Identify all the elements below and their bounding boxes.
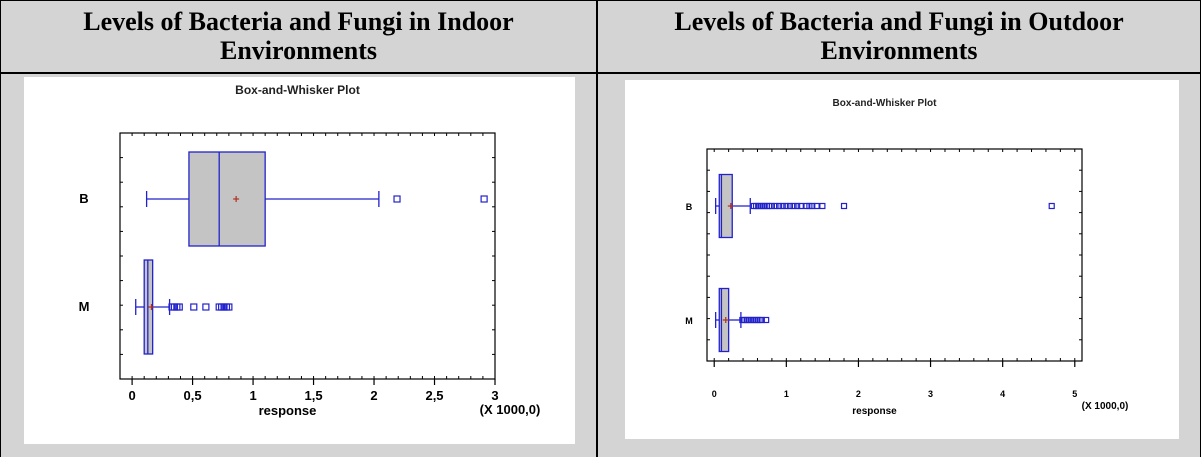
x-tick-label: 1,5 xyxy=(305,388,323,403)
x-tick-label: 3 xyxy=(491,388,498,403)
x-axis-label: response xyxy=(259,403,317,418)
x-tick-label: 2 xyxy=(370,388,377,403)
x-axis-label: response xyxy=(852,406,897,417)
x-tick-label: 0,5 xyxy=(184,388,202,403)
outlier-point xyxy=(783,202,790,210)
outlier-point xyxy=(776,202,783,210)
outlier-point xyxy=(768,202,776,210)
x-tick-label: 2,5 xyxy=(425,388,443,403)
outlier-point xyxy=(794,202,801,210)
outlier-point xyxy=(225,303,233,311)
x-tick-label: 1 xyxy=(784,389,789,399)
plot-frame xyxy=(119,132,496,380)
x-tick-label: 4 xyxy=(1000,389,1005,399)
outlier-point xyxy=(393,195,401,203)
outlier-point xyxy=(819,202,826,210)
outlier-point xyxy=(202,303,210,311)
outlier-point xyxy=(790,202,797,210)
x-tick-label: 1 xyxy=(249,388,256,403)
outdoor-title: Levels of Bacteria and Fungi in Outdoor … xyxy=(674,7,1124,65)
indoor-boxplot: Box-and-Whisker Plot 0 0,5 1 1,5 2 2,5 3 respons… xyxy=(79,83,541,418)
x-tick-label: 3 xyxy=(928,389,933,399)
outlier-point xyxy=(758,316,765,324)
outlier-point xyxy=(813,202,820,210)
category-label: M xyxy=(79,299,90,314)
outlier-point xyxy=(809,202,816,210)
x-tick-label: 2 xyxy=(856,389,861,399)
x-multiplier-label: (X 1000,0) xyxy=(480,402,541,417)
table-border-header xyxy=(0,72,1201,74)
category-label: B xyxy=(79,191,88,206)
category-label: M xyxy=(685,316,693,326)
outlier-point xyxy=(480,195,488,203)
outlier-point xyxy=(779,202,786,210)
x-tick-label: 0 xyxy=(712,389,717,399)
category-label: B xyxy=(686,202,693,212)
outlier-point xyxy=(190,303,198,311)
outlier-point xyxy=(797,202,804,210)
indoor-title: Levels of Bacteria and Fungi in Indoor E… xyxy=(83,7,514,65)
outlier-point xyxy=(1048,202,1055,210)
outdoor-header-cell: Levels of Bacteria and Fungi in Outdoor … xyxy=(598,1,1200,72)
chart-title: Box-and-Whisker Plot xyxy=(235,83,360,97)
outlier-point xyxy=(786,202,794,210)
box xyxy=(188,151,266,247)
chart-title: Box-and-Whisker Plot xyxy=(833,98,938,109)
x-tick-label: 0 xyxy=(128,388,135,403)
table-border-middle xyxy=(596,0,598,457)
indoor-header-cell: Levels of Bacteria and Fungi in Indoor E… xyxy=(1,1,596,72)
outlier-point xyxy=(772,202,779,210)
outlier-point xyxy=(175,303,183,311)
plot-frame xyxy=(706,148,1083,362)
indoor-chart-panel: Box-and-Whisker Plot 0 0,5 1 1,5 2 2,5 3 respons… xyxy=(24,77,575,444)
table-border-left xyxy=(0,0,1,457)
outlier-point xyxy=(763,316,770,324)
outdoor-boxplot: Box-and-Whisker Plot 0 1 2 3 4 5 response (X 100… xyxy=(685,98,1129,417)
table-border-top xyxy=(0,0,1201,1)
outdoor-chart-panel: Box-and-Whisker Plot 0 1 2 3 4 5 response (X 100… xyxy=(625,80,1179,439)
x-multiplier-label: (X 1000,0) xyxy=(1082,401,1129,412)
x-tick-label: 5 xyxy=(1072,389,1077,399)
outlier-point xyxy=(840,202,848,210)
